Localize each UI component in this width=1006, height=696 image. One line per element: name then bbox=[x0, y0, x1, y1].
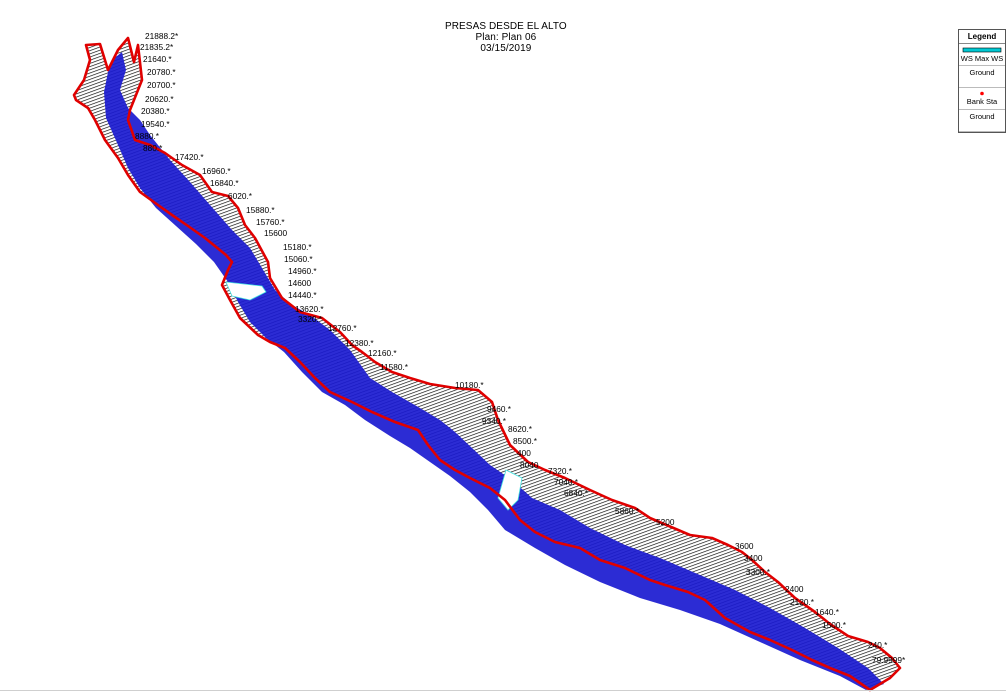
station-label: 21640.* bbox=[143, 54, 172, 64]
station-label: 8620.* bbox=[508, 424, 533, 434]
station-label: 20620.* bbox=[145, 94, 174, 104]
station-label: 15880.* bbox=[246, 205, 275, 215]
station-label: 1640.* bbox=[815, 607, 840, 617]
legend-item-ground: Ground bbox=[959, 66, 1005, 88]
station-label: 15060.* bbox=[284, 254, 313, 264]
legend-item-ws: WS Max WS bbox=[959, 44, 1005, 66]
station-label: 9340.* bbox=[482, 416, 507, 426]
station-labels: 21888.2*21835.2* 21640.* 20780.* 20700.* 206… bbox=[135, 31, 906, 665]
station-label: 1500.* bbox=[822, 620, 847, 630]
legend-label: Bank Sta bbox=[966, 97, 998, 106]
station-label: 13620.* bbox=[295, 304, 324, 314]
station-label: 10180.* bbox=[455, 380, 484, 390]
legend-label: Ground bbox=[969, 112, 995, 121]
ws-gap-upper bbox=[225, 281, 267, 301]
station-label: 20380.* bbox=[141, 106, 170, 116]
station-label: 3600 bbox=[735, 541, 754, 551]
legend-item-ground-outline: Ground bbox=[959, 110, 1005, 132]
station-label: 3400 bbox=[744, 553, 763, 563]
station-label: 16960.* bbox=[202, 166, 231, 176]
plot-title: PRESAS DESDE EL ALTO Plan: Plan 06 03/15… bbox=[0, 10, 1006, 54]
station-label: 240.* bbox=[868, 640, 888, 650]
station-label: 15600 bbox=[264, 228, 287, 238]
station-label: 6840.* bbox=[564, 488, 589, 498]
station-label: 11580.* bbox=[380, 362, 409, 372]
legend-label: Ground bbox=[969, 68, 995, 77]
bank-station-dot-icon bbox=[980, 91, 984, 96]
ground-mesh bbox=[74, 38, 900, 690]
station-label: 6020.* bbox=[228, 191, 253, 201]
station-label: 14600 bbox=[288, 278, 311, 288]
station-label: 8500.* bbox=[513, 436, 538, 446]
station-label: 14960.* bbox=[288, 266, 317, 276]
station-label: 7320.* bbox=[548, 466, 573, 476]
station-label: 79.9999* bbox=[872, 655, 906, 665]
station-label: 12160.* bbox=[368, 348, 397, 358]
bottom-divider bbox=[0, 690, 1006, 691]
station-label: 12380.* bbox=[345, 338, 374, 348]
station-label: 400 bbox=[517, 448, 531, 458]
station-label: 15180.* bbox=[283, 242, 312, 252]
station-label: 880.* bbox=[143, 143, 163, 153]
legend: Legend WS Max WS Ground Bank Sta Ground bbox=[958, 29, 1006, 133]
station-label: 8880.* bbox=[135, 131, 160, 141]
station-label: 15760.* bbox=[256, 217, 285, 227]
legend-item-bank-sta: Bank Sta bbox=[959, 88, 1005, 110]
station-label: 8040 bbox=[520, 460, 539, 470]
station-label: 19540.* bbox=[141, 119, 170, 129]
legend-label: WS Max WS bbox=[960, 54, 1004, 63]
station-label: 12760.* bbox=[328, 323, 357, 333]
station-label: 9460.* bbox=[487, 404, 512, 414]
station-label: 20780.* bbox=[147, 67, 176, 77]
station-label: 21888.2* bbox=[145, 31, 179, 41]
ws-line-icon bbox=[962, 47, 1002, 53]
station-label: 2120.* bbox=[790, 597, 815, 607]
plan-date: 03/15/2019 bbox=[480, 43, 532, 54]
station-label: 21835.2* bbox=[140, 42, 174, 52]
station-label: 5200 bbox=[656, 517, 675, 527]
station-label: 3320.* bbox=[298, 314, 323, 324]
project-name: PRESAS DESDE EL ALTO bbox=[444, 21, 567, 32]
station-label: 2400 bbox=[785, 584, 804, 594]
station-label: 3300.* bbox=[746, 567, 771, 577]
terrain-surface bbox=[72, 36, 902, 692]
station-label: 5860.* bbox=[615, 506, 640, 516]
station-label: 20700.* bbox=[147, 80, 176, 90]
station-label: 7040.* bbox=[554, 477, 579, 487]
bank-station-outline bbox=[72, 36, 902, 692]
plan-name: Plan: Plan 06 bbox=[475, 32, 537, 43]
station-label: 16840.* bbox=[210, 178, 239, 188]
station-label: 17420.* bbox=[175, 152, 204, 162]
station-label: 14440.* bbox=[288, 290, 317, 300]
legend-title: Legend bbox=[959, 30, 1005, 44]
